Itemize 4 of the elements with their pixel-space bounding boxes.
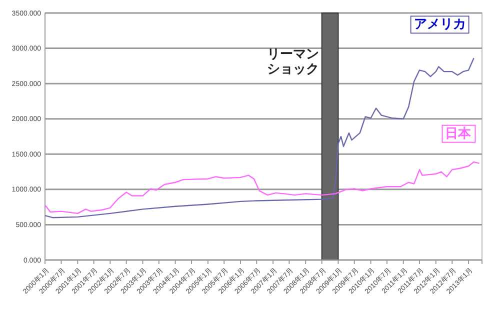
band-label: リーマンショック [266, 47, 319, 77]
series-label: 日本 [445, 126, 472, 142]
text: アメリカ [414, 17, 466, 32]
line-series [44, 161, 480, 214]
